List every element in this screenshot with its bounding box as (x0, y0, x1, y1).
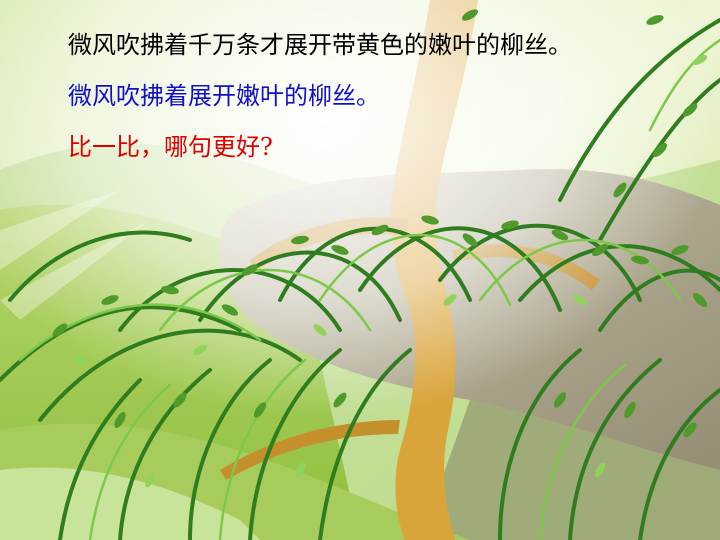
sentence-short: 微风吹拂着展开嫩叶的柳丝。 (68, 82, 380, 110)
comparison-question: 比一比，哪句更好? (68, 133, 273, 161)
sentence-long: 微风吹拂着千万条才展开带黄色的嫩叶的柳丝。 (68, 31, 572, 59)
